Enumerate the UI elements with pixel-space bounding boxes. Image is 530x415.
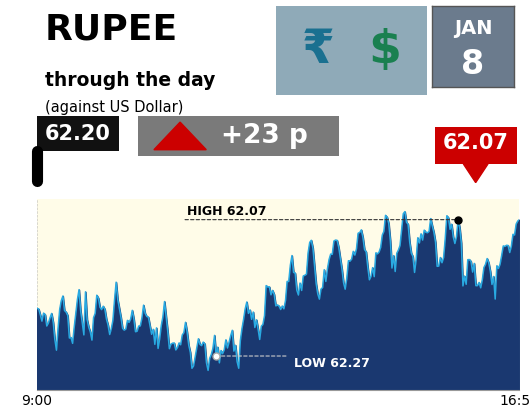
Text: HIGH 62.07: HIGH 62.07 [187,205,267,217]
Text: 62.07: 62.07 [443,133,509,154]
Text: ₹: ₹ [302,28,334,73]
Text: +23 p: +23 p [222,123,308,149]
Text: $: $ [368,28,401,73]
Text: JAN: JAN [454,20,492,38]
Polygon shape [154,122,206,150]
Text: through the day: through the day [45,71,215,90]
Text: LOW 62.27: LOW 62.27 [294,357,369,370]
Text: 8: 8 [462,48,484,81]
Text: (against US Dollar): (against US Dollar) [45,100,183,115]
Text: RUPEE: RUPEE [45,12,178,46]
Polygon shape [463,164,488,183]
Text: 62.20: 62.20 [45,124,111,144]
